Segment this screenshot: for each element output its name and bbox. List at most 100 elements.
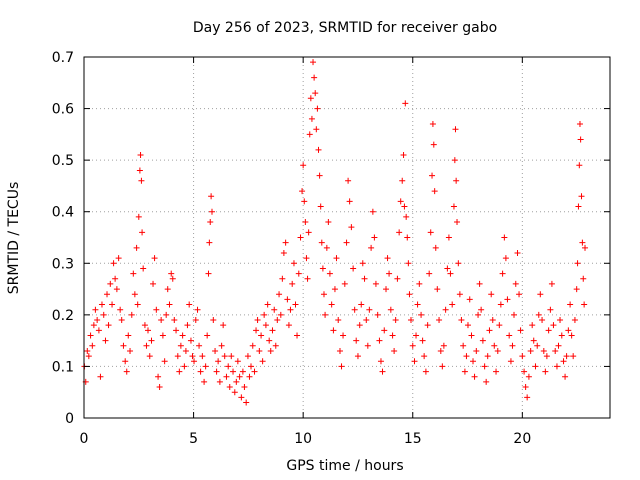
data-point-marker bbox=[491, 342, 498, 349]
data-point-marker bbox=[226, 384, 233, 391]
data-point-marker bbox=[155, 373, 162, 380]
data-point-marker bbox=[563, 353, 570, 360]
data-point-marker bbox=[345, 177, 352, 184]
data-point-marker bbox=[409, 342, 416, 349]
data-point-marker bbox=[264, 301, 271, 308]
axis-ticks: 0 5 10 15 20 0 0.1 0.2 0.3 0.4 0.5 0.6 0.7 bbox=[52, 50, 610, 447]
data-point-marker bbox=[381, 327, 388, 334]
data-point-marker bbox=[151, 255, 158, 262]
data-point-marker bbox=[452, 126, 459, 133]
data-point-marker bbox=[372, 280, 379, 287]
data-point-marker bbox=[371, 234, 378, 241]
data-point-marker bbox=[294, 332, 301, 339]
data-point-marker bbox=[560, 358, 567, 365]
data-point-marker bbox=[115, 255, 122, 262]
data-point-marker bbox=[297, 234, 304, 241]
data-point-marker bbox=[161, 358, 168, 365]
data-point-marker bbox=[239, 368, 246, 375]
data-point-marker bbox=[171, 317, 178, 324]
data-point-marker bbox=[261, 311, 268, 318]
data-point-marker bbox=[359, 260, 366, 267]
data-point-marker bbox=[117, 306, 124, 313]
x-tick-label: 20 bbox=[513, 431, 531, 447]
data-point-marker bbox=[403, 213, 410, 220]
data-point-marker bbox=[102, 337, 109, 344]
data-point-marker bbox=[464, 322, 471, 329]
data-point-marker bbox=[112, 275, 119, 282]
data-point-marker bbox=[405, 260, 412, 267]
data-point-marker bbox=[131, 291, 138, 298]
data-point-marker bbox=[303, 255, 310, 262]
data-point-marker bbox=[95, 327, 102, 334]
data-point-marker bbox=[301, 198, 308, 205]
data-point-marker bbox=[418, 311, 425, 318]
data-point-marker bbox=[97, 373, 104, 380]
data-point-marker bbox=[570, 353, 577, 360]
data-point-marker bbox=[427, 229, 434, 236]
data-point-marker bbox=[557, 317, 564, 324]
data-point-marker bbox=[512, 280, 519, 287]
data-point-marker bbox=[525, 373, 532, 380]
data-point-marker bbox=[484, 353, 491, 360]
y-tick-label: 0.5 bbox=[52, 153, 74, 169]
data-point-marker bbox=[431, 188, 438, 195]
data-point-marker bbox=[141, 322, 148, 329]
x-tick-label: 0 bbox=[80, 431, 89, 447]
data-point-marker bbox=[511, 311, 518, 318]
data-point-marker bbox=[562, 373, 569, 380]
data-point-marker bbox=[471, 373, 478, 380]
data-point-marker bbox=[411, 358, 418, 365]
data-point-marker bbox=[479, 337, 486, 344]
data-point-marker bbox=[540, 347, 547, 354]
data-point-marker bbox=[353, 337, 360, 344]
data-point-marker bbox=[277, 311, 284, 318]
data-point-marker bbox=[383, 286, 390, 293]
data-point-marker bbox=[85, 353, 92, 360]
data-point-marker bbox=[501, 234, 508, 241]
data-point-marker bbox=[197, 368, 204, 375]
data-point-marker bbox=[179, 332, 186, 339]
data-point-marker bbox=[307, 95, 314, 102]
data-point-marker bbox=[394, 275, 401, 282]
data-point-marker bbox=[456, 291, 463, 298]
data-point-marker bbox=[199, 353, 206, 360]
data-point-marker bbox=[306, 131, 313, 138]
data-point-marker bbox=[166, 301, 173, 308]
data-point-marker bbox=[488, 291, 495, 298]
data-point-marker bbox=[150, 280, 157, 287]
data-point-marker bbox=[453, 177, 460, 184]
x-axis-label: GPS time / hours bbox=[286, 458, 403, 474]
data-point-marker bbox=[399, 177, 406, 184]
data-point-marker bbox=[258, 332, 265, 339]
y-tick-label: 0.6 bbox=[52, 102, 74, 118]
data-point-marker bbox=[422, 368, 429, 375]
chart-title: Day 256 of 2023, SRMTID for receiver gab… bbox=[193, 20, 497, 36]
data-point-marker bbox=[439, 363, 446, 370]
data-point-marker bbox=[272, 342, 279, 349]
data-point-marker bbox=[461, 368, 468, 375]
data-point-marker bbox=[517, 327, 524, 334]
data-point-marker bbox=[118, 317, 125, 324]
data-point-marker bbox=[143, 342, 150, 349]
data-point-marker bbox=[571, 317, 578, 324]
data-point-marker bbox=[400, 151, 407, 158]
data-point-marker bbox=[432, 244, 439, 251]
data-point-marker bbox=[223, 373, 230, 380]
data-point-marker bbox=[266, 337, 273, 344]
data-point-marker bbox=[458, 317, 465, 324]
data-point-marker bbox=[122, 358, 129, 365]
data-point-marker bbox=[582, 244, 589, 251]
data-point-marker bbox=[377, 358, 384, 365]
data-point-marker bbox=[516, 291, 523, 298]
data-point-marker bbox=[302, 219, 309, 226]
data-point-marker bbox=[514, 249, 521, 256]
data-point-marker bbox=[578, 193, 585, 200]
data-point-marker bbox=[436, 317, 443, 324]
data-point-marker bbox=[230, 368, 237, 375]
data-point-marker bbox=[552, 347, 559, 354]
data-point-marker bbox=[248, 363, 255, 370]
data-point-marker bbox=[206, 239, 213, 246]
data-point-marker bbox=[236, 373, 243, 380]
data-point-marker bbox=[565, 327, 572, 334]
